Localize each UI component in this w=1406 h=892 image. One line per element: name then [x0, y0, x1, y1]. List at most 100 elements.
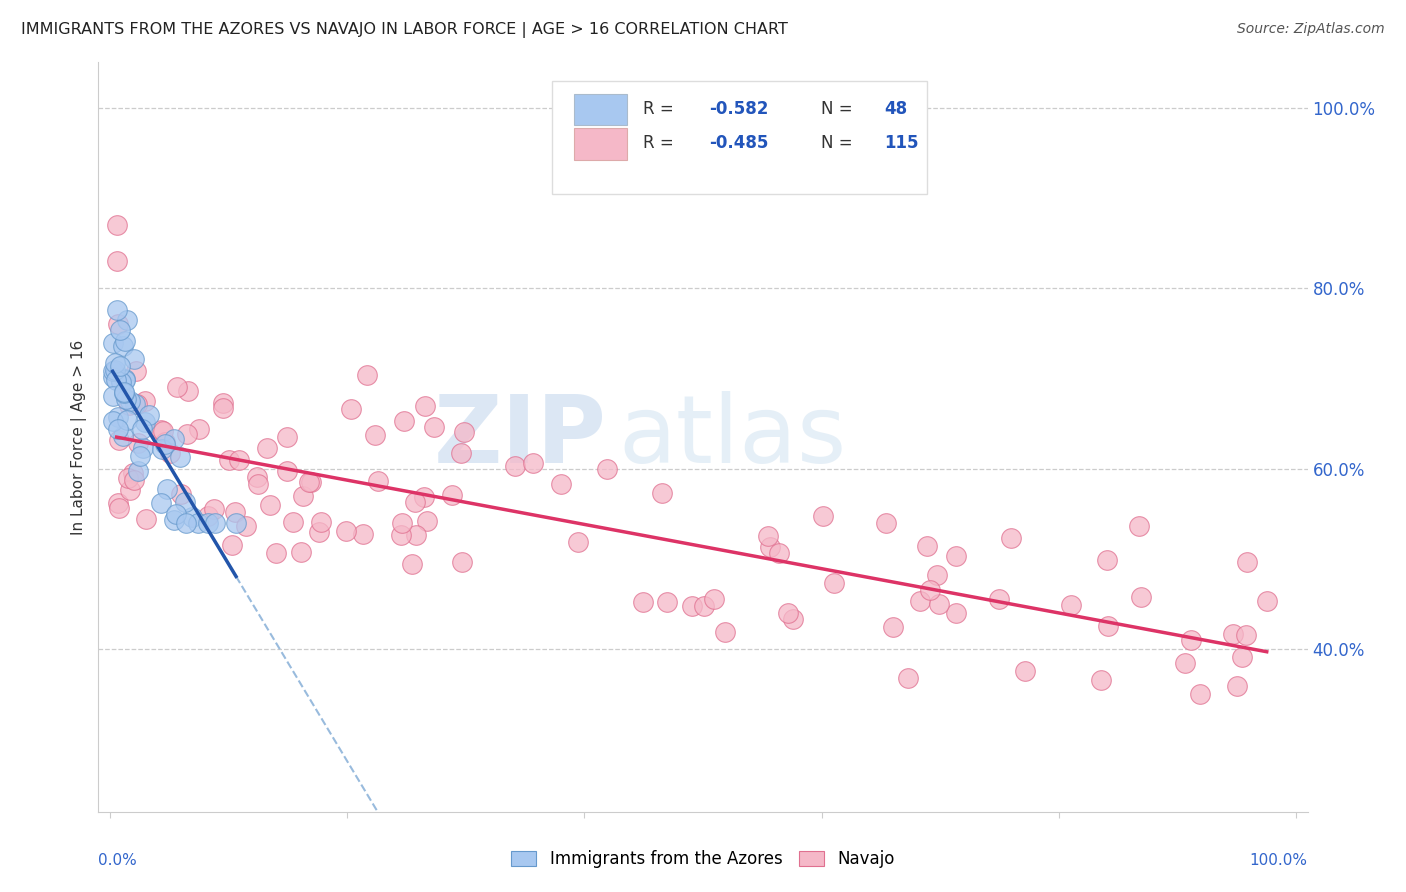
- Point: [450, 446, 472, 460]
- Point: [768, 546, 790, 560]
- Point: [596, 461, 619, 475]
- Point: [416, 514, 439, 528]
- Point: [1174, 656, 1197, 670]
- Point: [107, 409, 129, 424]
- Point: [112, 338, 135, 352]
- Point: [107, 495, 129, 509]
- FancyBboxPatch shape: [574, 94, 627, 126]
- Point: [114, 372, 136, 386]
- Point: [197, 508, 219, 523]
- Text: 100.0%: 100.0%: [1250, 853, 1308, 868]
- FancyBboxPatch shape: [574, 128, 627, 160]
- Point: [152, 424, 174, 438]
- Point: [105, 254, 128, 268]
- Point: [281, 515, 304, 529]
- Point: [108, 433, 131, 447]
- Point: [291, 489, 314, 503]
- Point: [782, 612, 804, 626]
- Point: [290, 545, 312, 559]
- Point: [404, 494, 426, 508]
- Point: [114, 334, 136, 348]
- Point: [174, 495, 197, 509]
- Point: [105, 302, 128, 317]
- Point: [125, 364, 148, 378]
- Point: [127, 436, 149, 450]
- Point: [897, 671, 920, 685]
- Point: [246, 470, 269, 484]
- Point: [149, 423, 172, 437]
- Point: [259, 498, 281, 512]
- Point: [176, 384, 198, 398]
- Point: [276, 430, 298, 444]
- Point: [114, 373, 136, 387]
- Point: [882, 619, 904, 633]
- Point: [110, 375, 132, 389]
- Point: [174, 516, 197, 530]
- Point: [247, 477, 270, 491]
- Point: [221, 538, 243, 552]
- Point: [276, 464, 298, 478]
- Point: [389, 528, 412, 542]
- Point: [915, 539, 938, 553]
- Text: atlas: atlas: [619, 391, 846, 483]
- Legend: Immigrants from the Azores, Navajo: Immigrants from the Azores, Navajo: [505, 843, 901, 874]
- Point: [875, 516, 897, 531]
- Point: [153, 437, 176, 451]
- Point: [1236, 555, 1258, 569]
- Point: [714, 625, 737, 640]
- Point: [118, 398, 141, 412]
- Point: [1097, 619, 1119, 633]
- Text: R =: R =: [643, 100, 679, 118]
- Point: [115, 413, 138, 427]
- Point: [135, 512, 157, 526]
- Point: [423, 420, 446, 434]
- Point: [127, 397, 149, 411]
- Point: [150, 442, 173, 457]
- Point: [101, 335, 124, 350]
- Point: [115, 392, 138, 406]
- Point: [120, 483, 142, 498]
- Point: [413, 400, 436, 414]
- Point: [299, 475, 322, 490]
- Point: [256, 441, 278, 455]
- Point: [122, 467, 145, 481]
- Point: [392, 414, 415, 428]
- Point: [105, 218, 128, 232]
- Point: [159, 445, 181, 459]
- Point: [108, 500, 131, 515]
- Point: [170, 486, 193, 500]
- Point: [908, 594, 931, 608]
- Point: [115, 313, 138, 327]
- Point: [823, 575, 845, 590]
- Text: 115: 115: [884, 135, 920, 153]
- Point: [166, 380, 188, 394]
- Point: [101, 364, 124, 378]
- Point: [352, 527, 374, 541]
- Point: [127, 464, 149, 478]
- Point: [550, 476, 572, 491]
- Point: [297, 475, 319, 489]
- Point: [228, 453, 250, 467]
- Point: [264, 545, 287, 559]
- Point: [758, 540, 780, 554]
- Point: [405, 528, 427, 542]
- Point: [776, 607, 799, 621]
- Point: [107, 317, 129, 331]
- Point: [364, 428, 387, 442]
- Point: [212, 396, 235, 410]
- Point: [128, 450, 150, 464]
- Point: [104, 373, 127, 387]
- Point: [1128, 519, 1150, 533]
- Point: [122, 351, 145, 366]
- Point: [413, 490, 436, 504]
- Point: [503, 458, 526, 473]
- Text: N =: N =: [821, 100, 859, 118]
- Point: [134, 415, 156, 429]
- Text: N =: N =: [821, 135, 859, 153]
- FancyBboxPatch shape: [551, 81, 927, 194]
- Point: [356, 368, 378, 383]
- Point: [309, 515, 332, 529]
- Text: 0.0%: 0.0%: [98, 853, 138, 868]
- Point: [153, 434, 176, 449]
- Point: [187, 516, 209, 530]
